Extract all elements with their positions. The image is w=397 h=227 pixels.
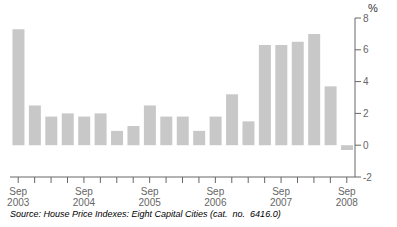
- svg-text:Sep2006: Sep2006: [204, 186, 227, 207]
- svg-text:Sep2003: Sep2003: [8, 186, 30, 207]
- svg-text:%: %: [368, 2, 378, 14]
- svg-text:8: 8: [363, 13, 369, 24]
- svg-text:Sep2004: Sep2004: [73, 186, 96, 207]
- svg-text:6: 6: [363, 44, 369, 55]
- svg-text:2: 2: [363, 108, 369, 119]
- svg-text:0: 0: [363, 140, 369, 151]
- svg-text:-2: -2: [363, 172, 372, 183]
- svg-text:Sep2005: Sep2005: [139, 186, 162, 207]
- svg-text:Sep2008: Sep2008: [336, 186, 359, 207]
- html-text:Source: House Price Indexes: E: Source: House Price Indexes: Eight Capit…: [10, 209, 281, 219]
- svg-text:4: 4: [363, 76, 369, 87]
- svg-text:Sep2007: Sep2007: [270, 186, 293, 207]
